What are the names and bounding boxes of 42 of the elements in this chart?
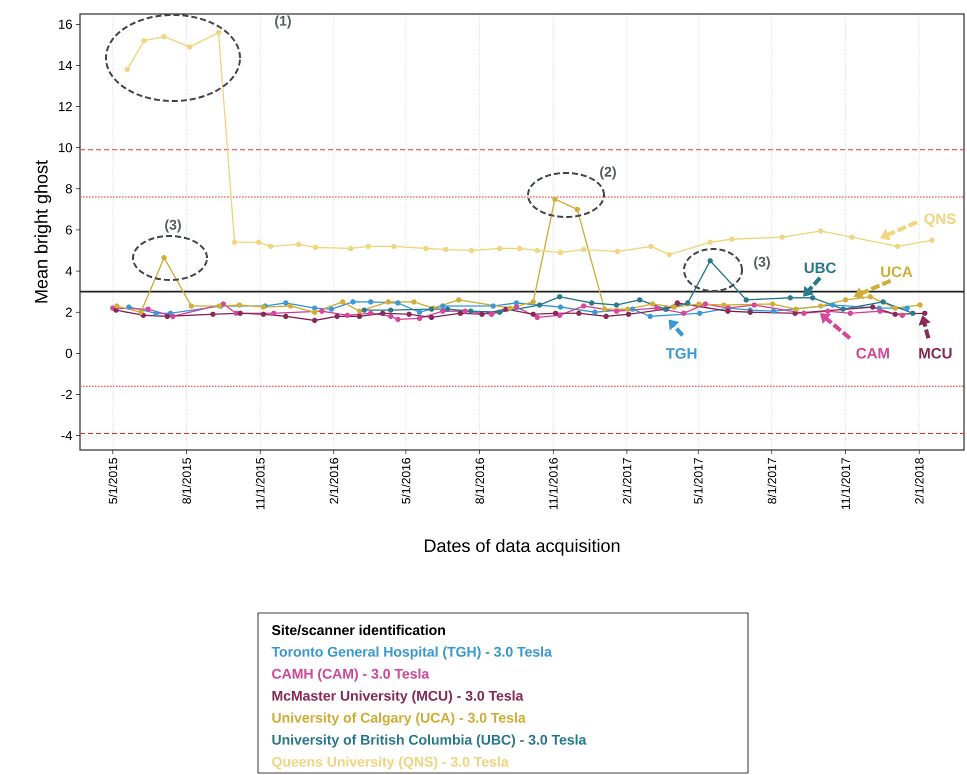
- annotation: (2): [600, 166, 616, 180]
- y-tick-label: 0: [66, 348, 72, 358]
- x-tick-label: 5/1/2015: [108, 458, 118, 504]
- y-tick-label: 12: [59, 102, 72, 112]
- y-tick-label: -2: [62, 390, 72, 400]
- x-tick-label: 2/1/2017: [622, 458, 632, 504]
- annotation: QNS: [924, 213, 956, 227]
- x-tick-label: 8/1/2016: [475, 458, 484, 504]
- y-tick-label: 6: [66, 225, 72, 235]
- annotation: TGH: [666, 348, 696, 359]
- x-tick-label: 2/1/2018: [914, 458, 924, 504]
- annotation: (3): [754, 256, 770, 270]
- y-tick-label: 2: [66, 308, 72, 317]
- text: Toronto General Hospital (TGH) - 3.0 Tesla: [272, 646, 552, 660]
- x-tick-label: 2/1/2016: [329, 458, 338, 504]
- text: CAMH (CAM) - 3.0 Tesla: [272, 668, 430, 682]
- x-tick-label: 8/1/2015: [182, 458, 191, 504]
- x-tick-label: 5/1/2017: [694, 458, 703, 504]
- x-axis-title: Dates of data acquisition: [424, 538, 620, 556]
- y-tick-label: 4: [66, 266, 72, 276]
- x-tick-label: 8/1/2017: [767, 458, 776, 504]
- x-tick-label: 5/1/2016: [401, 458, 410, 504]
- x-tick-label: 11/1/2017: [841, 458, 850, 510]
- y-tick-label: -4: [62, 431, 72, 440]
- y-tick-label: 14: [59, 60, 72, 70]
- annotation: UBC: [804, 262, 836, 274]
- y-tick-label: 16: [59, 20, 72, 29]
- annotation: MCU: [919, 348, 952, 359]
- annotation: (3): [165, 219, 181, 233]
- text: Queens University (QNS) - 3.0 Tesla: [272, 756, 509, 770]
- text: University of British Columbia (UBC) - 3.0 Tesla: [272, 734, 586, 748]
- legend-title: Site/scanner identification: [272, 624, 445, 636]
- annotation: CAM: [856, 348, 889, 359]
- annotation: (1): [275, 15, 291, 29]
- y-axis-title: Mean bright ghost: [34, 160, 52, 303]
- y-tick-label: 8: [66, 184, 72, 194]
- text: University of Calgary (UCA) - 3.0 Tesla: [272, 712, 526, 726]
- x-tick-label: 11/1/2016: [548, 458, 558, 510]
- y-tick-label: 10: [59, 143, 72, 152]
- x-tick-label: 11/1/2015: [256, 458, 265, 510]
- annotation: UCA: [881, 266, 912, 278]
- text: McMaster University (MCU) - 3.0 Tesla: [272, 690, 524, 704]
